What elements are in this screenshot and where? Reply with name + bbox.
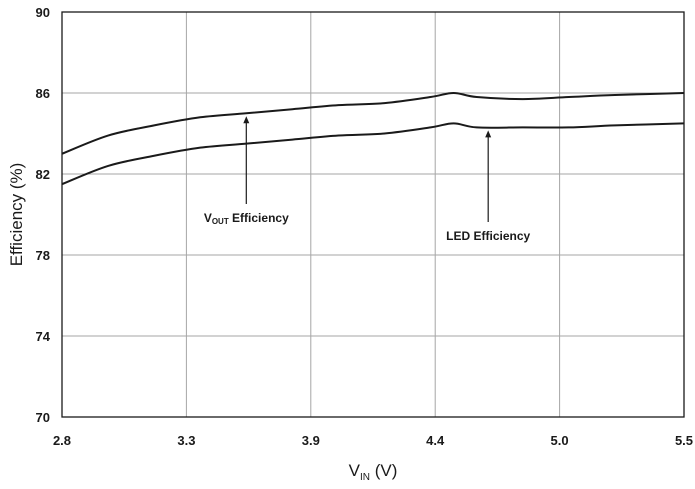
- x-axis-title-unit: (V): [370, 461, 397, 480]
- annotation-label-sub: OUT: [212, 217, 229, 226]
- x-tick-label: 4.4: [426, 433, 445, 448]
- x-tick-label: 5.5: [675, 433, 693, 448]
- x-tick-label: 2.8: [53, 433, 71, 448]
- y-tick-labels: 70 74 78 82 86 90: [36, 5, 51, 425]
- annotation-arrow-head: [485, 130, 492, 138]
- x-tick-label: 5.0: [551, 433, 569, 448]
- x-axis-title: VIN (V): [349, 461, 398, 483]
- y-tick-label: 70: [36, 410, 50, 425]
- x-axis-title-main: V: [349, 461, 361, 480]
- y-tick-label: 82: [36, 167, 50, 182]
- annotation-label: VOUT Efficiency: [204, 211, 289, 226]
- annotation-label-main: V: [204, 211, 212, 225]
- y-tick-label: 78: [36, 248, 50, 263]
- x-tick-label: 3.3: [177, 433, 195, 448]
- grid-lines: [62, 12, 684, 417]
- annotations: VOUT Efficiency LED Efficiency: [204, 116, 531, 243]
- series-line-led: [61, 122, 685, 186]
- annotation-label-rest: Efficiency: [229, 211, 289, 225]
- x-axis-title-sub: IN: [360, 472, 370, 483]
- annotation-label: LED Efficiency: [446, 229, 530, 243]
- series-layer: [61, 91, 685, 186]
- series-line-vout: [61, 91, 685, 155]
- x-tick-labels: 2.8 3.3 3.9 4.4 5.0 5.5: [53, 433, 693, 448]
- y-tick-label: 90: [36, 5, 50, 20]
- annotation-arrow-head: [243, 116, 250, 124]
- x-tick-label: 3.9: [302, 433, 320, 448]
- y-tick-label: 74: [36, 329, 51, 344]
- y-tick-label: 86: [36, 86, 50, 101]
- y-axis-title: Efficiency (%): [7, 163, 26, 267]
- plot-frame: [61, 11, 685, 418]
